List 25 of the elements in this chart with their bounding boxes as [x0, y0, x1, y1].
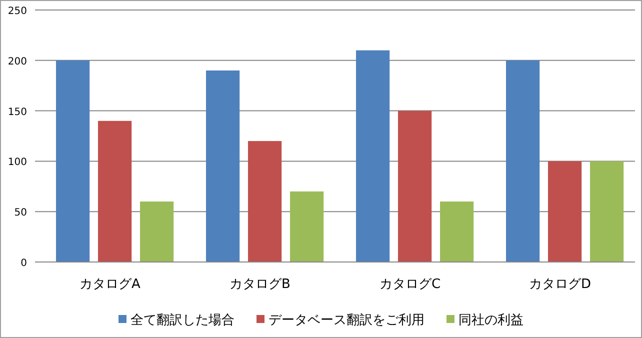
- y-tick-label: 150: [8, 106, 27, 118]
- bar: [98, 120, 132, 262]
- x-tick-label: カタログB: [230, 277, 290, 292]
- x-tick-label: カタログA: [80, 277, 141, 292]
- bar: [398, 110, 432, 262]
- y-tick-label: 200: [8, 56, 27, 68]
- x-tick-label: カタログD: [528, 277, 592, 292]
- bar: [440, 202, 474, 262]
- bar: [206, 70, 240, 262]
- y-tick-label: 250: [8, 6, 27, 17]
- legend-label: データベース翻訳をご利用: [268, 313, 424, 328]
- bar: [140, 202, 174, 262]
- legend-label: 同社の利益: [458, 313, 524, 328]
- bar: [590, 161, 624, 262]
- bar: [248, 141, 282, 262]
- bar: [548, 161, 582, 262]
- bar: [506, 60, 540, 262]
- legend-label: 全て翻訳した場合: [130, 313, 234, 328]
- bar: [290, 191, 324, 262]
- bar: [56, 60, 90, 262]
- y-tick-label: 0: [20, 258, 27, 269]
- y-tick-label: 50: [14, 208, 27, 219]
- y-tick-label: 100: [8, 157, 27, 168]
- x-tick-label: カタログC: [379, 277, 441, 292]
- bar: [356, 50, 390, 262]
